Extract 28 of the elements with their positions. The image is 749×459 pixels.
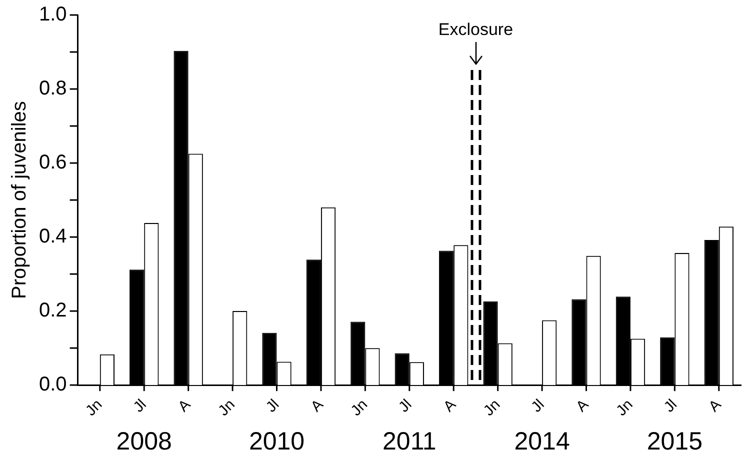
x-tick-label: Jn xyxy=(82,396,106,420)
y-tick-label: 0.8 xyxy=(38,78,67,100)
x-tick-label: A xyxy=(706,396,725,416)
x-tick-label: A xyxy=(440,396,460,416)
text: 2011 xyxy=(382,427,436,456)
text: 2008 xyxy=(116,427,172,456)
x-tick-label: Jn xyxy=(348,396,371,420)
x-tick-label: Jl xyxy=(395,396,416,416)
y-tick-label: 0.0 xyxy=(38,374,67,396)
x-tick-label: Jn xyxy=(613,396,636,420)
y-tick-label: 0.2 xyxy=(38,300,67,322)
x-tick-label: A xyxy=(572,396,592,416)
y-axis-title: Proportion of juveniles xyxy=(8,101,31,299)
text: 2015 xyxy=(646,427,702,456)
y-tick-label: 1.0 xyxy=(38,4,67,26)
x-tick-label: Jn xyxy=(215,396,238,420)
x-tick-label: Jl xyxy=(528,396,548,416)
x-tick-label: A xyxy=(174,396,194,416)
x-tick-label: Jl xyxy=(130,396,150,416)
x-tick-label: Jl xyxy=(660,396,680,416)
x-tick-label: Jn xyxy=(480,396,504,420)
x-tick-label: A xyxy=(308,396,327,416)
annotation: Exclosure xyxy=(438,20,514,39)
text: 2010 xyxy=(248,427,305,456)
y-tick-label: 0.4 xyxy=(38,226,67,248)
text: 2014 xyxy=(514,427,570,456)
y-tick-label: 0.6 xyxy=(38,152,67,174)
x-tick-label: Jl xyxy=(262,396,283,416)
